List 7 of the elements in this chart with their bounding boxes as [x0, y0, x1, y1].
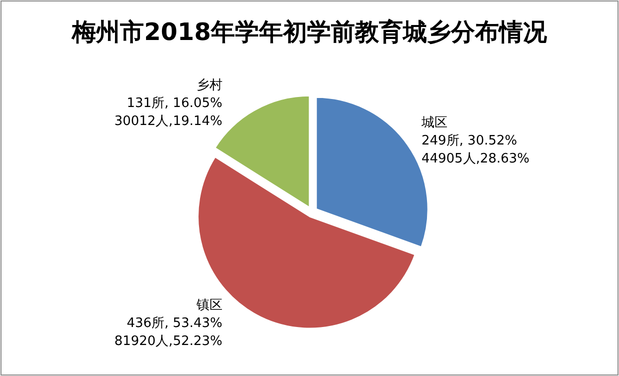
data-label: 249所, 30.52% 44905人,28.63%	[421, 133, 530, 166]
slice-label: 镇区	[195, 298, 222, 313]
data-label: 131所, 16.05% 30012人,19.14%	[114, 96, 222, 129]
chart-title: 梅州市2018年学年初学前教育城乡分布情况	[71, 18, 548, 46]
slice-label: 乡村	[196, 78, 222, 93]
data-label: 436所, 53.43% 81920人,52.23%	[114, 316, 222, 349]
slice-label: 城区	[420, 115, 448, 130]
